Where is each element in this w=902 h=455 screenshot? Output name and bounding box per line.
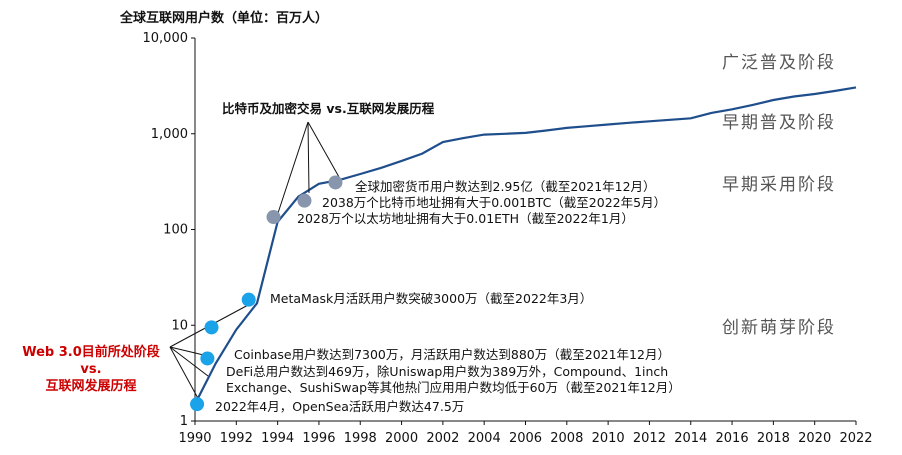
highlight-point [190,397,205,412]
y-tick-label: 1 [180,414,188,429]
web3-internet-label: 互联网发展历程 [45,378,136,394]
annotation-btc-addresses: 2038万个比特币地址拥有大于0.001BTC（截至2022年5月） [322,195,666,210]
crypto-vs-internet-label: 比特币及加密交易 vs.互联网发展历程 [222,101,435,116]
x-ticks: 1990 1992 1994 1996 1998 2000 2002 2004 2006 2008… [178,421,873,446]
stage-label-widespread: 广泛普及阶段 [722,53,836,73]
annotation-crypto-users: 全球加密货币用户数达到2.95亿（截至2021年12月） [355,179,656,194]
x-tick-label: 1994 [261,431,294,446]
stage-label-innovation: 创新萌芽阶段 [722,318,836,338]
x-tick-label: 2022 [839,431,872,446]
x-tick-label: 2020 [798,431,831,446]
annotation-metamask: MetaMask月活跃用户数突破3000万（截至2022年3月） [270,291,592,306]
x-tick-label: 2008 [550,431,583,446]
x-tick-label: 2006 [509,431,542,446]
annotation-coinbase: Coinbase用户数达到7300万，月活跃用户数达到880万（截至2021年1… [234,347,670,362]
x-tick-label: 2012 [633,431,666,446]
chart-title: 全球互联网用户数（单位：百万人） [119,10,328,26]
x-tick-label: 2018 [757,431,790,446]
highlight-point [241,292,256,307]
highlight-point [204,320,219,335]
stage-label-early-adoption: 早期采用阶段 [722,175,836,195]
y-ticks: 1 10 100 1,000 10,000 [143,31,195,429]
annotation-defi-line2: Exchange、SushiSwap等其他热门应用用户数均低于60万（截至202… [226,380,681,395]
x-tick-label: 1992 [220,431,253,446]
y-tick-label: 10 [171,318,188,333]
series-line [194,86,857,405]
stage-label-early-majority: 早期普及阶段 [722,113,836,133]
x-tick-label: 1998 [344,431,377,446]
x-tick-label: 1990 [178,431,211,446]
annotation-opensea: 2022年4月，OpenSea活跃用户数达47.5万 [215,399,464,414]
highlight-points [190,175,343,412]
highlight-point [297,193,312,208]
annotation-defi-line1: DeFi总用户数达到469万，除Uniswap用户数为389万外，Compoun… [226,364,668,379]
x-tick-label: 2000 [385,431,418,446]
x-tick-label: 2014 [674,431,707,446]
web3-stage-label: Web 3.0目前所处阶段 [22,344,160,360]
x-tick-label: 2016 [716,431,749,446]
highlight-point [328,175,343,190]
highlight-point [266,210,281,225]
x-tick-label: 1996 [302,431,335,446]
x-tick-label: 2010 [592,431,625,446]
highlight-point [200,351,215,366]
y-tick-label: 1,000 [151,127,188,142]
annotation-eth-addresses: 2028万个以太坊地址拥有大于0.01ETH（截至2022年1月） [297,211,634,226]
y-tick-label: 10,000 [143,31,189,46]
x-tick-label: 2004 [468,431,501,446]
y-tick-label: 100 [163,223,188,238]
x-tick-label: 2002 [426,431,459,446]
web3-vs-label: vs. [80,362,101,377]
